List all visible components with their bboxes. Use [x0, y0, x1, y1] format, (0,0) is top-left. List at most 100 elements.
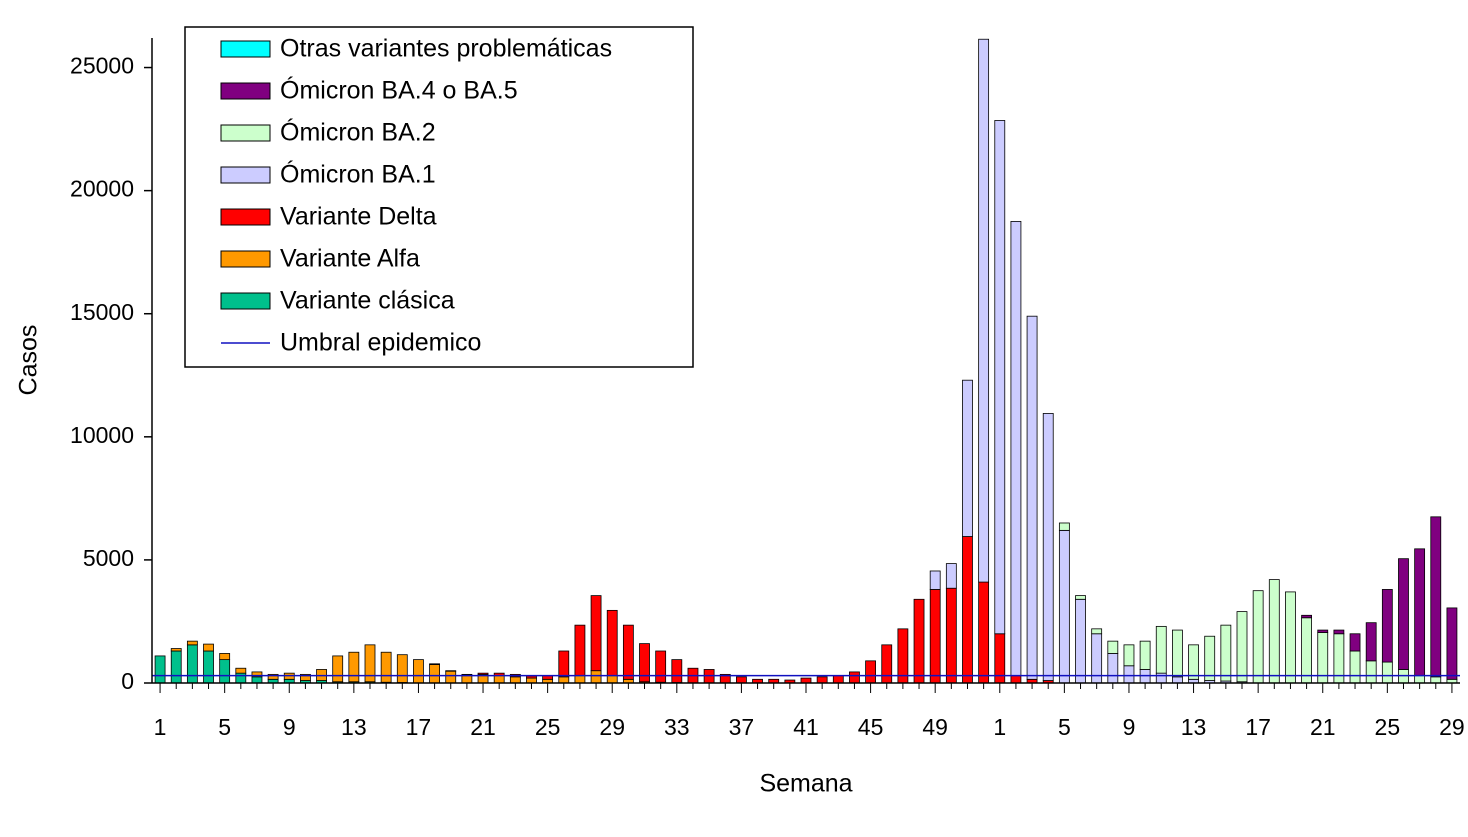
bar-segment — [1124, 645, 1134, 666]
bar-segment — [1415, 676, 1425, 683]
bar-segment — [236, 673, 246, 683]
bar-segment — [1302, 615, 1312, 617]
bar-segment — [349, 652, 359, 682]
x-tick-label: 49 — [922, 714, 948, 740]
x-axis-label: Semana — [759, 770, 852, 798]
bar-segment — [204, 644, 214, 651]
bar-segment — [930, 571, 940, 589]
bar-segment — [623, 625, 633, 679]
bar-segment — [607, 676, 617, 683]
x-tick-label: 13 — [341, 714, 367, 740]
legend-label: Umbral epidemico — [280, 329, 481, 357]
bar-segment — [1415, 549, 1425, 676]
bar-segment — [1350, 634, 1360, 651]
bar-segment — [1382, 662, 1392, 683]
bar-segment — [381, 652, 391, 682]
bar-segment — [526, 676, 536, 678]
bar-segment — [946, 588, 956, 683]
bar-segment — [510, 677, 520, 683]
bar-segment — [575, 676, 585, 683]
bar-segment — [930, 589, 940, 683]
bar-segment — [672, 660, 682, 683]
bar-segment — [1221, 625, 1231, 681]
bar-segment — [849, 672, 859, 683]
legend-swatch — [221, 83, 270, 99]
bar-segment — [1189, 645, 1199, 679]
bar-segment — [591, 596, 601, 671]
legend-label: Variante Alfa — [280, 245, 420, 273]
bar-segment — [1366, 661, 1376, 683]
x-tick-label: 13 — [1181, 714, 1207, 740]
bar-segment — [817, 677, 827, 683]
bar-segment — [833, 676, 843, 683]
bar-segment — [1156, 673, 1166, 683]
bar-segment — [882, 645, 892, 683]
bar-segment — [1076, 599, 1086, 683]
bar-segment — [1237, 612, 1247, 682]
x-tick-label: 29 — [599, 714, 625, 740]
bar-segment — [1205, 636, 1215, 680]
bar-segment — [1108, 641, 1118, 653]
legend-label: Ómicron BA.1 — [280, 160, 436, 189]
bar-segment — [413, 660, 423, 683]
x-tick-label: 5 — [1058, 714, 1071, 740]
bar-segment — [1302, 618, 1312, 683]
y-tick-label: 5000 — [83, 545, 134, 571]
bar-segment — [220, 660, 230, 683]
bar-segment — [979, 39, 989, 582]
bar-segment — [1043, 413, 1053, 680]
bar-segment — [866, 661, 876, 683]
bar-segment — [1431, 677, 1441, 683]
legend-label: Ómicron BA.2 — [280, 118, 436, 147]
bar-segment — [1447, 608, 1457, 679]
bar-segment — [607, 610, 617, 675]
x-tick-label: 1 — [154, 714, 167, 740]
bar-segment — [1011, 676, 1021, 683]
legend-label: Variante clásica — [280, 287, 455, 315]
bar-segment — [1156, 626, 1166, 673]
legend-label: Variante Delta — [280, 203, 437, 231]
bar-segment — [1382, 589, 1392, 662]
x-tick-label: 25 — [1375, 714, 1401, 740]
x-tick-label: 17 — [406, 714, 432, 740]
bar-segment — [1285, 592, 1295, 683]
bar-segment — [1253, 591, 1263, 683]
bar-segment — [333, 656, 343, 682]
bar-segment — [397, 655, 407, 683]
legend-label: Otras variantes problemáticas — [280, 35, 612, 63]
x-tick-label: 17 — [1245, 714, 1271, 740]
y-tick-label: 15000 — [70, 299, 134, 325]
bar-segment — [979, 582, 989, 683]
x-tick-label: 33 — [664, 714, 690, 740]
bar-segment — [1059, 523, 1069, 530]
x-tick-label: 5 — [218, 714, 231, 740]
bar-segment — [1398, 559, 1408, 670]
x-tick-label: 9 — [283, 714, 296, 740]
bar-segment — [252, 677, 262, 683]
bar-segment — [914, 599, 924, 683]
bar-segment — [1108, 653, 1118, 683]
x-tick-label: 41 — [793, 714, 819, 740]
bar-segment — [656, 651, 666, 682]
bar-segment — [430, 664, 440, 665]
bar-segment — [1269, 580, 1279, 683]
legend-swatch — [221, 41, 270, 57]
bar-segment — [1172, 630, 1182, 677]
bar-segment — [575, 625, 585, 675]
y-axis-label: Casos — [15, 325, 43, 396]
legend-swatch — [221, 251, 270, 267]
x-tick-label: 25 — [535, 714, 561, 740]
bar-segment — [559, 651, 569, 677]
bar-segment — [1334, 630, 1344, 634]
bar-segment — [1366, 623, 1376, 661]
bar-segment — [1092, 629, 1102, 634]
legend-swatch — [221, 209, 270, 225]
bar-segment — [1318, 630, 1328, 632]
x-tick-label: 37 — [729, 714, 755, 740]
bar-segment — [962, 380, 972, 536]
bar-segment — [559, 677, 569, 683]
bar-segment — [446, 671, 456, 683]
legend-swatch — [221, 125, 270, 141]
bar-segment — [946, 564, 956, 589]
